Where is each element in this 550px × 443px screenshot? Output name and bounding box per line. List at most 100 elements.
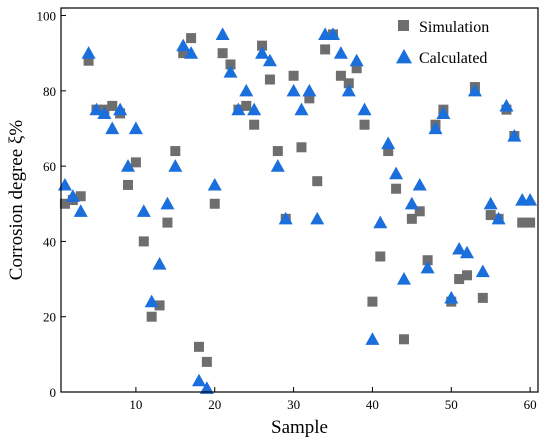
simulation-point <box>186 33 197 44</box>
calculated-point <box>460 245 475 259</box>
simulation-point <box>162 217 173 228</box>
calculated-point <box>81 46 96 59</box>
simulation-point <box>406 213 417 224</box>
calculated-point <box>168 159 183 172</box>
simulation-point <box>304 93 315 104</box>
y-tick-label: 80 <box>43 84 56 99</box>
calculated-point <box>428 121 443 135</box>
calculated-point <box>199 381 214 394</box>
simulation-point <box>517 217 528 228</box>
simulation-point <box>312 176 323 187</box>
simulation-point <box>485 210 496 221</box>
simulation-point <box>123 179 134 190</box>
simulation-series <box>59 29 536 367</box>
simulation-point <box>138 236 149 247</box>
calculated-point <box>89 102 104 116</box>
simulation-point <box>83 55 94 66</box>
calculated-point <box>294 102 309 116</box>
calculated-point <box>396 272 411 285</box>
calculated-point <box>365 332 380 345</box>
calculated-point <box>373 215 388 229</box>
calculated-point <box>333 46 348 59</box>
x-axis: 10 20 30 40 50 60 <box>129 387 537 412</box>
simulation-point <box>454 274 465 285</box>
simulation-point <box>462 270 473 281</box>
simulation-point <box>335 70 346 81</box>
x-tick-label: 40 <box>366 397 379 412</box>
calculated-point <box>239 83 254 97</box>
calculated-point <box>73 204 88 217</box>
simulation-point <box>351 63 362 74</box>
calculated-point <box>326 27 341 40</box>
calculated-point <box>341 83 356 97</box>
calculated-point <box>389 166 404 180</box>
calculated-point <box>436 106 451 120</box>
x-tick-label: 10 <box>129 397 142 412</box>
simulation-point <box>398 334 409 345</box>
calculated-point <box>420 260 435 274</box>
calculated-point <box>160 196 175 210</box>
calculated-point <box>523 193 538 206</box>
calculated-point <box>452 241 467 255</box>
simulation-point <box>193 341 204 352</box>
calculated-point <box>121 159 136 172</box>
calculated-point <box>381 136 396 150</box>
simulation-point <box>296 142 307 153</box>
calculated-point <box>176 38 191 52</box>
calculated-point <box>113 102 128 116</box>
calculated-point <box>475 264 490 278</box>
plot-area-frame <box>60 7 539 393</box>
calculated-point <box>499 98 514 112</box>
simulation-point <box>225 59 236 70</box>
simulation-point <box>422 255 433 266</box>
calculated-point <box>215 27 230 40</box>
simulation-point <box>383 146 394 157</box>
y-tick-label: 40 <box>43 234 56 249</box>
y-axis: 0 20 40 60 80 100 <box>37 9 66 400</box>
simulation-point <box>59 198 70 209</box>
calculated-point <box>404 196 419 210</box>
x-tick-label: 30 <box>287 397 300 412</box>
calculated-point <box>152 257 167 270</box>
simulation-point <box>343 78 354 89</box>
calculated-point <box>467 83 482 97</box>
simulation-point <box>170 146 181 157</box>
calculated-point <box>278 211 293 225</box>
simulation-point <box>367 296 378 307</box>
calculated-point <box>223 65 238 78</box>
calculated-point <box>310 211 325 225</box>
simulation-point <box>257 40 268 51</box>
x-tick-label: 50 <box>445 397 458 412</box>
calculated-point <box>65 189 80 202</box>
legend-simulation-marker <box>398 20 409 31</box>
calculated-point <box>191 373 206 387</box>
calculated-point <box>57 177 72 191</box>
y-tick-label: 100 <box>37 9 57 24</box>
calculated-point <box>231 102 246 116</box>
calculated-point <box>262 53 277 67</box>
calculated-point <box>207 177 222 191</box>
calculated-point <box>136 204 151 217</box>
simulation-point <box>146 311 157 322</box>
calculated-point <box>349 53 364 67</box>
calculated-point <box>128 121 143 135</box>
y-tick-label: 20 <box>43 310 56 325</box>
x-tick-label: 60 <box>524 397 537 412</box>
simulation-point <box>249 119 260 130</box>
simulation-point <box>288 70 299 81</box>
simulation-point <box>272 146 283 157</box>
calculated-point <box>491 211 506 225</box>
calculated-point <box>507 129 522 142</box>
simulation-point <box>75 191 86 202</box>
simulation-point <box>130 157 141 168</box>
legend-calculated-marker <box>396 49 412 64</box>
calculated-series <box>57 27 538 394</box>
simulation-point <box>209 198 220 209</box>
y-tick-label: 0 <box>50 385 57 400</box>
simulation-point <box>241 100 252 111</box>
calculated-point <box>105 121 120 135</box>
calculated-point <box>302 83 317 97</box>
calculated-point <box>184 46 199 59</box>
legend: Simulation Calculated <box>396 19 489 67</box>
calculated-point <box>247 102 262 116</box>
